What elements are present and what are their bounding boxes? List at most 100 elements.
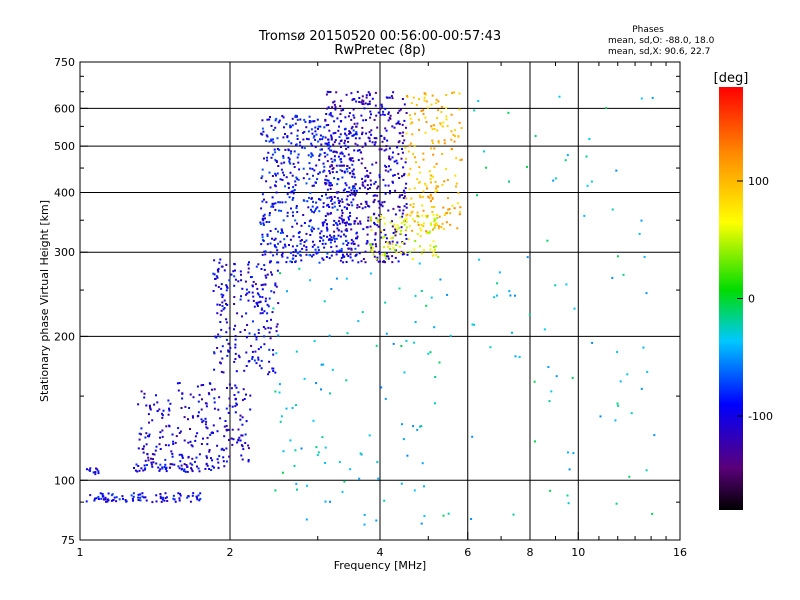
data-point (273, 239, 276, 241)
data-point (401, 135, 404, 137)
data-point (335, 171, 338, 173)
data-point (276, 261, 279, 264)
data-point (354, 220, 357, 223)
data-point (319, 240, 321, 243)
data-point (605, 107, 608, 110)
data-point (295, 176, 298, 179)
data-point (324, 242, 327, 245)
data-point (302, 177, 305, 180)
data-point (361, 103, 364, 105)
data-point (211, 459, 214, 462)
data-point (327, 213, 330, 216)
data-point (567, 502, 570, 505)
data-point (368, 140, 371, 143)
data-point (331, 368, 334, 371)
data-point (161, 467, 164, 470)
data-point (252, 295, 255, 298)
data-point (378, 206, 381, 209)
data-point (287, 140, 290, 143)
data-point (394, 249, 397, 252)
data-point (434, 190, 437, 193)
data-point (337, 155, 340, 158)
data-point (228, 455, 231, 458)
data-point (432, 250, 435, 253)
data-point (291, 245, 294, 248)
data-point (380, 203, 383, 206)
data-point (398, 245, 401, 248)
data-point (225, 428, 228, 431)
data-point (420, 425, 423, 428)
data-point (322, 363, 325, 366)
data-point (422, 190, 425, 193)
data-point (263, 335, 266, 338)
data-point (135, 463, 138, 466)
data-point (425, 304, 428, 307)
data-point (281, 201, 284, 204)
data-point (189, 440, 192, 443)
data-point (401, 98, 404, 100)
data-point (414, 112, 416, 115)
data-point (295, 482, 298, 485)
data-point (362, 100, 365, 103)
data-point (223, 435, 226, 438)
data-point (155, 445, 158, 448)
data-point (234, 405, 237, 408)
data-point (420, 229, 423, 232)
data-point (413, 341, 416, 344)
data-point (399, 132, 402, 135)
data-point (358, 149, 361, 151)
data-point (140, 467, 143, 470)
data-point (324, 136, 327, 139)
data-point (392, 236, 394, 239)
data-point (438, 361, 441, 364)
data-point (292, 192, 295, 195)
data-point (340, 214, 343, 217)
data-point (361, 145, 364, 148)
data-point (208, 382, 211, 385)
data-point (385, 255, 388, 258)
data-point (292, 251, 295, 253)
data-point (195, 495, 198, 498)
data-point (528, 313, 531, 316)
data-point (161, 466, 164, 469)
data-point (92, 471, 95, 474)
data-point (330, 199, 333, 202)
data-point (286, 136, 289, 139)
data-point (217, 408, 220, 411)
data-point (354, 137, 357, 140)
data-point (383, 216, 385, 219)
data-point (360, 453, 363, 456)
data-point (341, 200, 344, 203)
data-point (622, 273, 625, 276)
data-point (349, 157, 352, 160)
data-point (158, 443, 161, 446)
data-point (296, 488, 298, 491)
data-point (276, 249, 279, 252)
data-point (403, 242, 406, 245)
data-point (343, 188, 346, 191)
data-point (299, 144, 302, 147)
data-point (392, 342, 395, 345)
data-point (177, 389, 180, 392)
data-point (348, 204, 351, 206)
data-point (151, 501, 154, 504)
data-point (367, 219, 370, 222)
data-point (401, 175, 403, 178)
data-point (340, 256, 343, 259)
data-point (282, 155, 285, 158)
data-point (333, 103, 336, 106)
data-point (254, 283, 257, 286)
data-point (136, 470, 139, 473)
data-point (335, 237, 338, 240)
data-point (423, 514, 426, 517)
data-point (278, 391, 281, 394)
data-point (293, 150, 296, 153)
data-point (423, 99, 426, 102)
data-point (294, 449, 297, 452)
data-point (279, 272, 282, 275)
data-point (188, 407, 191, 409)
data-point (151, 465, 154, 468)
data-point (341, 152, 344, 155)
x-tick-label: 4 (377, 546, 384, 559)
data-point (333, 120, 336, 123)
